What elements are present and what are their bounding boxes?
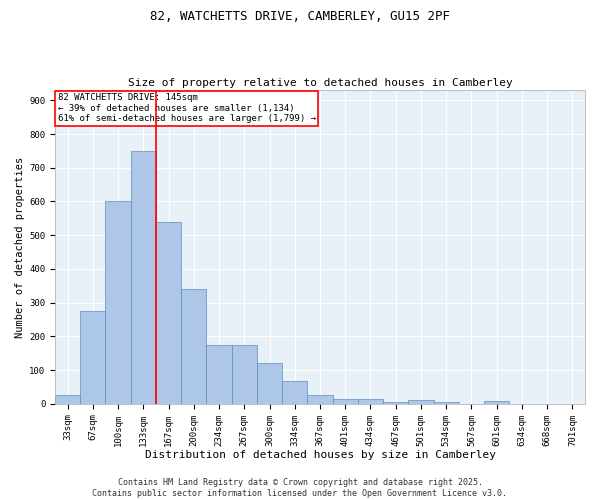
Bar xyxy=(307,396,332,404)
Text: 82 WATCHETTS DRIVE: 145sqm
← 39% of detached houses are smaller (1,134)
61% of s: 82 WATCHETTS DRIVE: 145sqm ← 39% of deta… xyxy=(58,94,316,123)
Bar xyxy=(282,381,307,404)
Text: Contains HM Land Registry data © Crown copyright and database right 2025.
Contai: Contains HM Land Registry data © Crown c… xyxy=(92,478,508,498)
X-axis label: Distribution of detached houses by size in Camberley: Distribution of detached houses by size … xyxy=(145,450,496,460)
Bar xyxy=(181,289,206,404)
Title: Size of property relative to detached houses in Camberley: Size of property relative to detached ho… xyxy=(128,78,512,88)
Y-axis label: Number of detached properties: Number of detached properties xyxy=(15,156,25,338)
Bar xyxy=(434,402,459,404)
Bar xyxy=(131,151,156,404)
Bar xyxy=(358,399,383,404)
Bar xyxy=(156,222,181,404)
Bar xyxy=(257,364,282,404)
Bar xyxy=(383,402,409,404)
Bar xyxy=(409,400,434,404)
Text: 82, WATCHETTS DRIVE, CAMBERLEY, GU15 2PF: 82, WATCHETTS DRIVE, CAMBERLEY, GU15 2PF xyxy=(150,10,450,23)
Bar xyxy=(232,345,257,404)
Bar xyxy=(55,396,80,404)
Bar xyxy=(206,345,232,404)
Bar xyxy=(484,401,509,404)
Bar xyxy=(106,202,131,404)
Bar xyxy=(80,311,106,404)
Bar xyxy=(332,399,358,404)
